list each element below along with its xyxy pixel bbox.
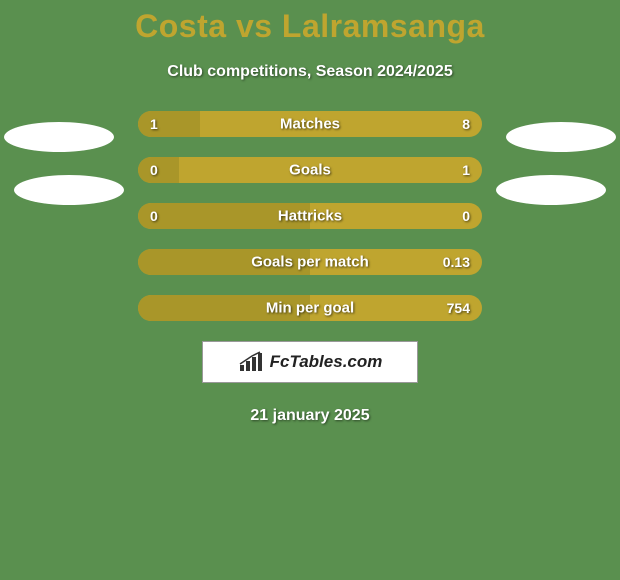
date-label: 21 january 2025: [0, 407, 620, 425]
player-badge-placeholder: [496, 175, 606, 205]
subtitle: Club competitions, Season 2024/2025: [0, 63, 620, 81]
stat-bar-min-per-goal: Min per goal 754: [138, 295, 482, 321]
stat-label: Matches: [280, 116, 340, 133]
chart-icon: [238, 351, 264, 373]
stat-bar-hattricks: 0 Hattricks 0: [138, 203, 482, 229]
page-title: Costa vs Lalramsanga: [0, 0, 620, 45]
stat-label: Goals per match: [251, 254, 369, 271]
stat-value-right: 8: [462, 116, 470, 132]
stat-value-left: 1: [150, 116, 158, 132]
player-badge-placeholder: [4, 122, 114, 152]
stat-value-left: 0: [150, 162, 158, 178]
comparison-infographic: Costa vs Lalramsanga Club competitions, …: [0, 0, 620, 580]
stat-value-left: 0: [150, 208, 158, 224]
stat-bar-left-fill: [138, 111, 200, 137]
stat-label: Goals: [289, 162, 331, 179]
stat-bar-goals-per-match: Goals per match 0.13: [138, 249, 482, 275]
stat-label: Min per goal: [266, 300, 354, 317]
stat-bar-left-fill: [138, 157, 179, 183]
stat-value-right: 0: [462, 208, 470, 224]
stat-value-right: 754: [447, 300, 470, 316]
player-badge-placeholder: [14, 175, 124, 205]
stat-bar-goals: 0 Goals 1: [138, 157, 482, 183]
stat-value-right: 0.13: [443, 254, 470, 270]
player-badge-placeholder: [506, 122, 616, 152]
logo-text: FcTables.com: [270, 352, 383, 372]
logo: FcTables.com: [202, 341, 418, 383]
stat-value-right: 1: [462, 162, 470, 178]
stat-bar-matches: 1 Matches 8: [138, 111, 482, 137]
stat-label: Hattricks: [278, 208, 342, 225]
